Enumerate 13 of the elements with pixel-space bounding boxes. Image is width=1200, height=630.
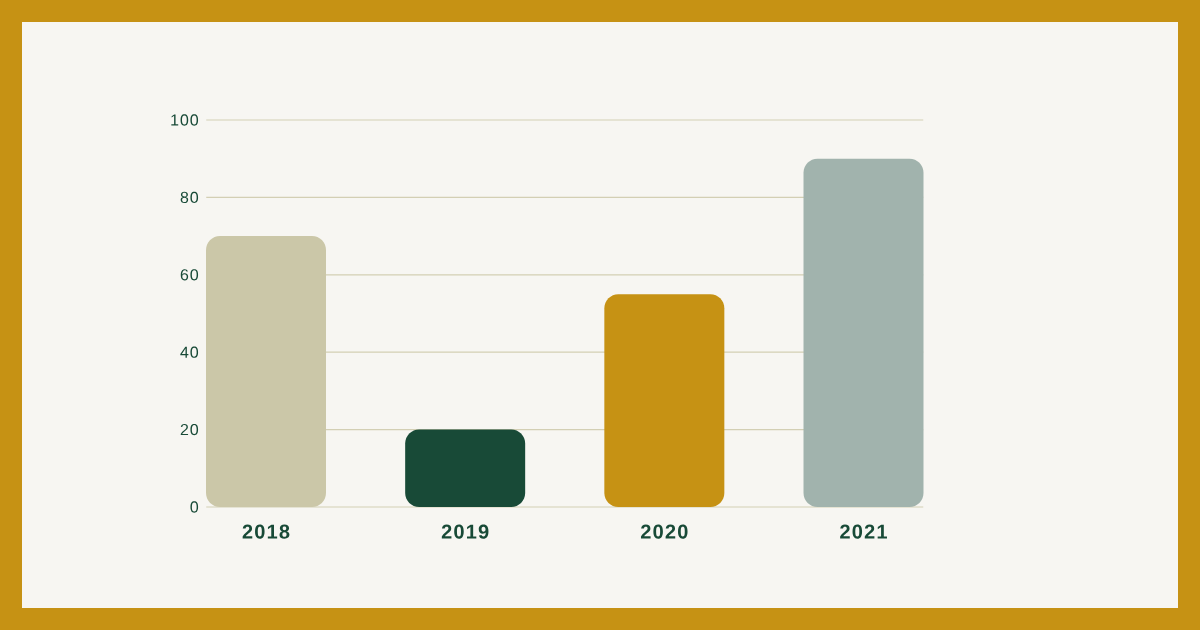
y-tick-label: 60 (180, 269, 199, 281)
y-tick-label: 100 (171, 114, 199, 126)
bar (604, 294, 725, 507)
y-tick-label: 0 (190, 501, 199, 513)
y-tick-label: 40 (180, 346, 199, 358)
bar (803, 158, 924, 507)
x-tick-label: 2019 (441, 524, 489, 539)
bar (405, 429, 526, 507)
x-tick-label: 2018 (242, 524, 290, 539)
x-tick-label: 2021 (840, 524, 887, 539)
y-tick-label: 20 (180, 423, 199, 436)
y-tick-label: 80 (180, 191, 199, 204)
x-tick-label: 2020 (640, 524, 688, 539)
